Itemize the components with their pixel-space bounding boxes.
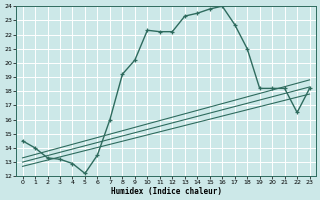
X-axis label: Humidex (Indice chaleur): Humidex (Indice chaleur) [111, 187, 221, 196]
